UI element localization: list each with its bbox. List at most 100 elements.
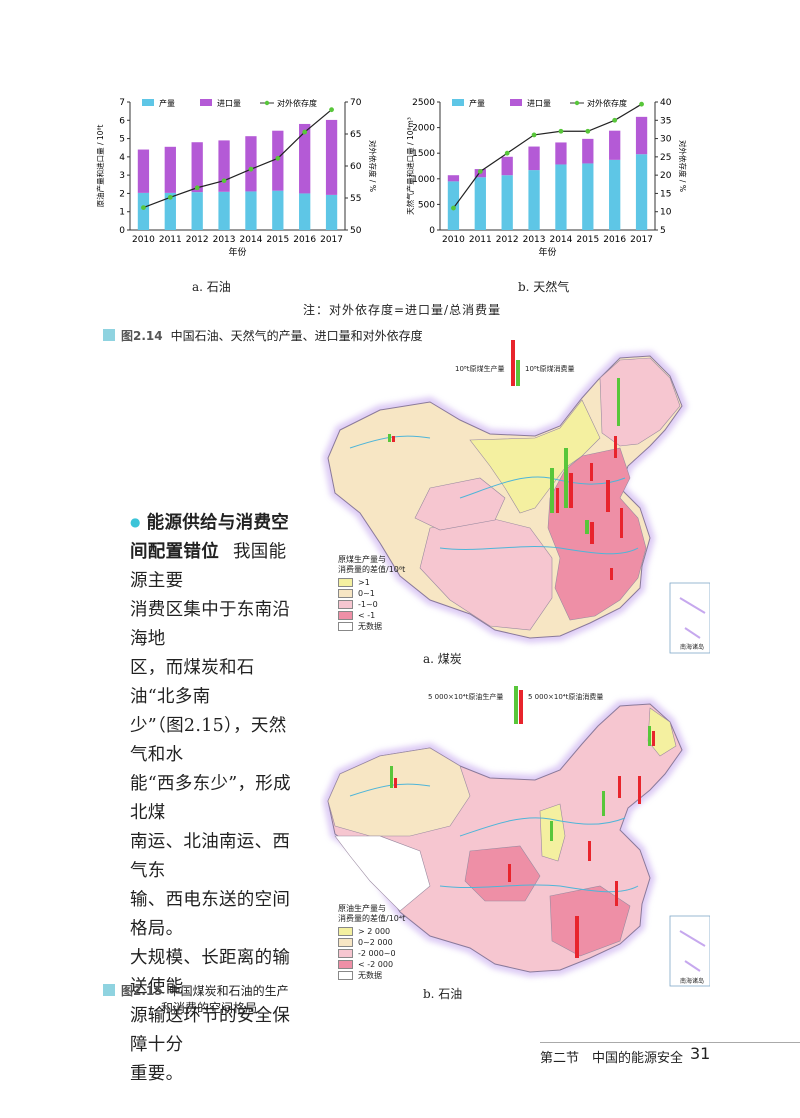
dependency-point: [477, 169, 483, 174]
body-paragraph: ● 能源供给与消费空 间配置错位 我国能源主要 消费区集中于东南沿海地 区，而煤炭…: [130, 508, 298, 1089]
legend-label: 对外依存度: [277, 98, 317, 108]
legend-swatch: [338, 960, 353, 969]
legend-swatch: [142, 99, 154, 106]
imports-bar: [137, 149, 150, 193]
legend-swatch: [200, 99, 212, 106]
x-tick-label: 2011: [159, 235, 182, 245]
production-consumption-bars: [390, 726, 655, 958]
x-tick-label: 2012: [186, 235, 209, 245]
left-tick-label: 0: [119, 226, 125, 236]
legend-item: < -1: [338, 610, 405, 621]
legend-label: 无数据: [358, 621, 382, 631]
legend-label: 进口量: [527, 99, 551, 108]
gas-chart-subtitle: b. 天然气: [518, 280, 570, 294]
legend-label: < -1: [358, 610, 376, 620]
y-axis-label: 原油产量和进口量 / 10⁸t: [95, 125, 105, 208]
imports-bar: [299, 123, 311, 194]
left-tick-label: 6: [119, 116, 125, 126]
figure-title: 中国石油、天然气的产量、进口量和对外依存度: [170, 329, 423, 343]
dependency-point: [141, 205, 146, 210]
page-number: 31: [690, 1044, 711, 1063]
right-tick-label: 65: [350, 130, 361, 140]
legend-title: 原油生产量与: [338, 904, 386, 913]
body-line: 重要。: [130, 1064, 184, 1084]
x-tick-label: 2013: [213, 235, 236, 245]
left-tick-label: 1: [119, 208, 125, 218]
imports-bar: [528, 146, 540, 171]
body-line: 我国能源主要: [130, 542, 287, 591]
oil-chart-subtitle: a. 石油: [192, 280, 231, 294]
legend-marker-icon: [574, 100, 580, 106]
imports-bar: [325, 119, 338, 195]
dependency-point: [329, 107, 334, 113]
production-bar: [325, 194, 338, 230]
region-south-deficit: [549, 885, 631, 957]
oil-legend: 原油生产量与 消费量的差值/10⁴t > 2 000 0~2 000 -2 000~…: [338, 904, 405, 981]
right-tick-label: 35: [660, 116, 671, 126]
legend-label: -1~0: [358, 599, 378, 609]
production-bar: [609, 159, 621, 230]
legend-title: 消费量的差值/10⁴t: [338, 914, 406, 923]
legend-label: 进口量: [217, 99, 241, 108]
dependency-line: [452, 103, 642, 209]
imports-bar: [447, 175, 460, 182]
legend-swatch: [338, 611, 353, 620]
production-consumption-bars: [388, 378, 623, 580]
oil-map: [322, 686, 710, 987]
left-tick-label: 7: [119, 98, 125, 108]
caption-marker: [103, 984, 115, 996]
left-tick-label: 5: [119, 135, 125, 145]
legend-swatch: [338, 971, 353, 980]
legend-label: 产量: [159, 98, 175, 108]
x-tick-label: 2010: [442, 235, 465, 245]
legend-label: >1: [358, 577, 370, 587]
coal-legend: 原煤生产量与 消费量的差值/10⁸t >1 0~1 -1~0 < -1 无数据: [338, 555, 405, 632]
dependency-point: [302, 129, 308, 135]
body-line: 源输送环节的安全保障十分: [130, 1006, 291, 1055]
imports-bar: [245, 136, 257, 192]
production-bar: [191, 192, 203, 230]
right-tick-label: 10: [660, 208, 672, 218]
legend-label: 产量: [469, 98, 485, 108]
dependency-note: 注：对外依存度=进口量/总消费量: [303, 303, 502, 317]
region-xinjiang: [327, 747, 471, 837]
left-tick-label: 1500: [412, 149, 435, 159]
legend-item: < -2 000: [338, 959, 405, 970]
coal-inset-label: 南海诸岛: [680, 644, 705, 651]
coal-map-subtitle: a. 煤炭: [423, 652, 462, 666]
legend-title: 消费量的差值/10⁸t: [338, 565, 406, 574]
legend-marker-icon: [264, 100, 270, 106]
left-tick-label: 2: [119, 189, 125, 199]
right-tick-label: 15: [660, 189, 671, 199]
imports-bar: [218, 140, 230, 192]
dependency-point: [451, 205, 456, 211]
production-bar: [245, 191, 257, 230]
production-bar: [474, 177, 486, 230]
dependency-point: [275, 155, 281, 161]
legend-swatch: [338, 589, 353, 598]
x-tick-label: 2010: [132, 235, 155, 245]
body-line: 南运、北油南运、西气东: [130, 832, 291, 881]
legend-item: -2 000~0: [338, 948, 405, 959]
dependency-point: [612, 117, 618, 123]
footer-section-title: 第二节 中国的能源安全: [540, 1051, 684, 1066]
legend-item: 0~2 000: [338, 937, 405, 948]
imports-bar: [635, 116, 648, 155]
right-tick-label: 25: [660, 153, 671, 163]
imports-bar: [501, 156, 513, 176]
y2-axis-label: 对外依存度 / %: [678, 140, 688, 192]
legend-swatch: [338, 578, 353, 587]
x-tick-label: 2014: [239, 235, 262, 245]
body-line: 区，而煤炭和石油“北多南: [130, 658, 255, 707]
dependency-point: [248, 166, 254, 172]
production-bar: [528, 170, 540, 230]
body-line: 大规模、长距离的输送使能: [130, 948, 291, 997]
region-tibet-white: [334, 835, 431, 912]
figure-number: 图2.15: [121, 984, 163, 998]
left-tick-label: 3: [119, 171, 125, 181]
region-west: [414, 477, 506, 531]
left-tick-label: 2500: [412, 98, 435, 108]
right-tick-label: 60: [350, 162, 362, 172]
dependency-point: [585, 128, 591, 134]
x-tick-label: 2015: [266, 235, 289, 245]
